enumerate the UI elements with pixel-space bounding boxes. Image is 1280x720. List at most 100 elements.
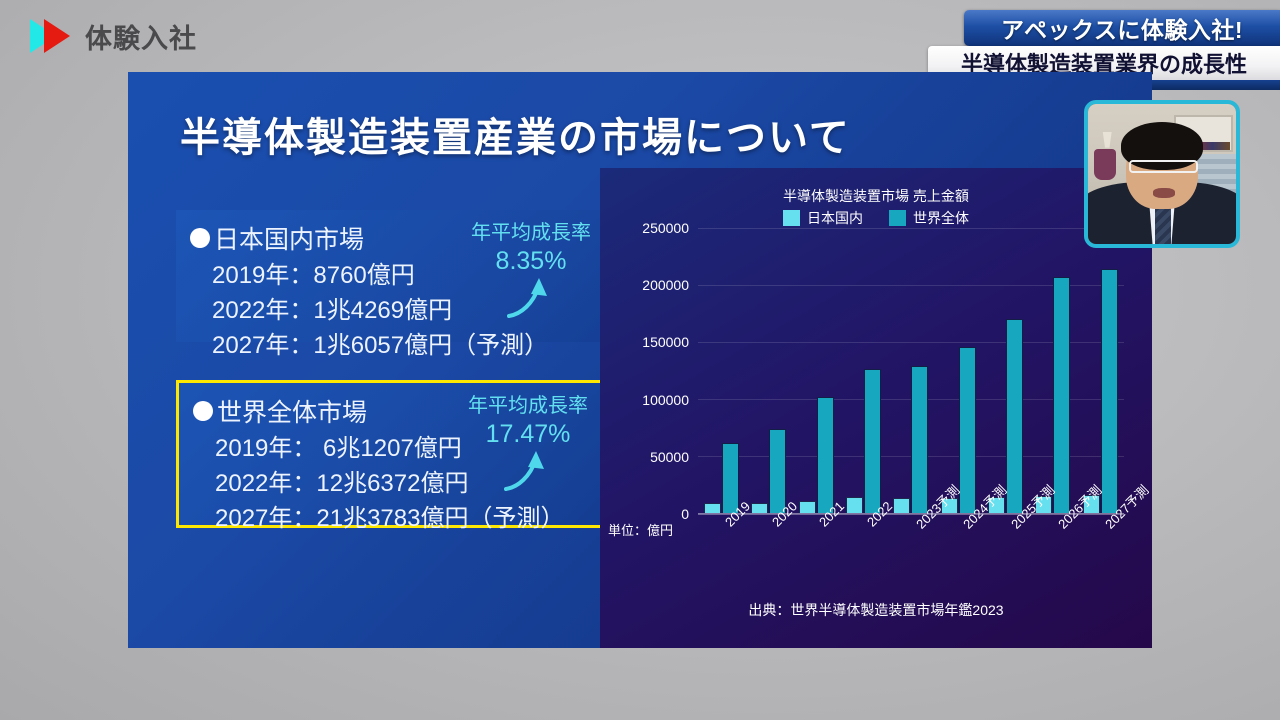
growth-arrow-icon [453,447,603,498]
info-block-world-heading: 世界全体市場 [193,393,599,429]
logo-text: 体験入社 [85,23,197,54]
legend-label: 日本国内 [807,210,863,226]
banner-tail-bar [1048,80,1280,90]
chart-legend: 日本国内 世界全体 [600,208,1152,228]
program-banner: アペックスに体験入社! 半導体製造装置業界の成長性 [928,10,1280,80]
x-tick-cell: 2020 [745,499,800,575]
banner-program-title-text: アペックスに体験入社! [1000,17,1243,43]
bar-世界全体-2024予測[interactable] [958,346,976,513]
bar-日本国内-2023予測[interactable] [893,498,911,513]
growth-annotation-japan: 年平均成長率 8.35% [456,216,606,325]
x-tick-cell: 2021 [793,499,847,575]
page-title: 半導体製造装置産業の市場について [180,116,851,160]
growth-annotation-world: 年平均成長率 17.47% [453,389,603,498]
bar-世界全体-2020[interactable] [769,428,787,513]
play-triangle-icon [30,19,76,53]
bar-日本国内-2019[interactable] [704,503,722,513]
bar-日本国内-2021[interactable] [798,501,816,513]
growth-arrow-icon [456,274,606,325]
x-tick-cell: 2026予測 [1029,482,1104,575]
legend-label: 世界全体 [913,210,969,226]
chart-x-tick-labels: 2019 2020 2021 2022 2023予測 2024予測 2025予測 2026予測… [698,482,1152,575]
bar-日本国内-2027予測[interactable] [1082,494,1100,513]
gridline: 200000 [642,277,1124,293]
x-tick-cell: 2019 [698,499,753,575]
bar-世界全体-2025予測[interactable] [1006,319,1024,513]
bar-世界全体-2021[interactable] [816,396,834,513]
growth-value: 8.35% [495,247,567,275]
chart-source-note: 出典：世界半導体製造装置市場年鑑2023 [748,602,1004,618]
bar-group [1077,228,1124,513]
y-tick-label: 250000 [642,220,689,236]
x-tick-cell: 2023予測 [887,482,962,575]
y-tick-label: 200000 [642,277,689,294]
growth-label: 年平均成長率 [471,222,591,244]
chart-x-axis [698,513,1124,515]
channel-logo-bar: 体験入社 [0,0,420,72]
presenter-glasses-icon [1129,160,1198,173]
bar-日本国内-2025予測[interactable] [988,496,1006,513]
vase-decor [1093,148,1117,180]
bar-group [1029,228,1076,513]
y-tick-label: 50000 [650,448,689,465]
info-line: 2019年： 6兆1207億円 [215,435,462,462]
bar-group [935,228,982,513]
gridline: 50000 [650,449,1124,465]
x-tick-cell: 2027予測 [1077,482,1151,575]
chart-panel: 半導体製造装置市場 売上金額 日本国内 世界全体 0 50000 100000 1500… [600,168,1152,648]
info-block-world-heading-label: 世界全体市場 [217,399,368,427]
gridline: 0 [681,506,1124,522]
bar-group [745,228,792,513]
bar-世界全体-2026予測[interactable] [1053,277,1071,513]
bar-日本国内-2020[interactable] [751,502,769,513]
banner-program-title: アペックスに体験入社! [964,10,1280,46]
bar-日本国内-2024予測[interactable] [940,497,958,513]
bar-世界全体-2019[interactable] [722,443,740,513]
growth-label: 年平均成長率 [468,395,588,417]
legend-item-1[interactable]: 世界全体 [889,208,969,228]
chart-title: 半導体製造装置市場 売上金額 [783,188,969,204]
gridline: 100000 [642,392,1124,408]
info-block-japan: 日本国内市場 2019年：8760億円 2022年：1兆4269億円 2027年… [176,210,616,359]
presenter-video-inset[interactable] [1084,100,1240,248]
bar-日本国内-2022[interactable] [846,496,864,513]
legend-swatch-icon [889,210,906,226]
info-block-world: 世界全体市場 2019年： 6兆1207億円 2022年：12兆6372億円 2… [176,380,616,532]
y-tick-label: 100000 [642,391,689,408]
trophy-decor [1102,132,1112,148]
info-line: 2019年：8760億円 [212,262,415,289]
chart-unit-note: 単位：億円 [608,523,674,538]
bar-世界全体-2022[interactable] [864,368,882,513]
x-tick-cell: 2024予測 [935,482,1009,575]
info-line: 2022年：12兆6372億円 [215,470,469,498]
bar-group [887,228,934,513]
bar-group [793,228,840,513]
info-line: 2027年：1兆6057億円（予測） [212,332,549,360]
info-line: 2022年：1兆4269億円 [212,297,453,325]
y-tick-label: 0 [681,506,689,522]
info-block-japan-heading-label: 日本国内市場 [214,226,365,254]
x-tick-cell: 2025予測 [982,482,1057,575]
x-tick-cell: 2022 [840,499,895,575]
bar-世界全体-2023予測[interactable] [911,365,929,513]
y-tick-label: 150000 [642,334,689,351]
presentation-slide: 半導体製造装置産業の市場について 日本国内市場 2019年：8760億円 202… [128,72,1152,648]
gridline: 150000 [642,334,1124,350]
info-block-japan-heading: 日本国内市場 [190,220,602,256]
bullet-icon [190,228,210,248]
shelf-items-decor [1176,141,1231,151]
legend-swatch-icon [783,210,800,226]
bar-group [698,228,745,513]
bar-group [840,228,887,513]
bar-世界全体-2027予測[interactable] [1100,269,1118,513]
chart-plot-area: 0 50000 100000 150000 200000 250000 [642,220,1124,522]
presenter-mouth [1153,188,1176,198]
info-line: 2027年：21兆3783億円（予測） [215,505,565,533]
legend-item-0[interactable]: 日本国内 [783,208,863,228]
growth-value: 17.47% [485,420,571,448]
bar-日本国内-2026予測[interactable] [1035,495,1053,513]
bar-group [982,228,1029,513]
gridline: 250000 [642,220,1124,236]
bullet-icon [193,401,213,421]
presenter-tie [1154,202,1171,244]
